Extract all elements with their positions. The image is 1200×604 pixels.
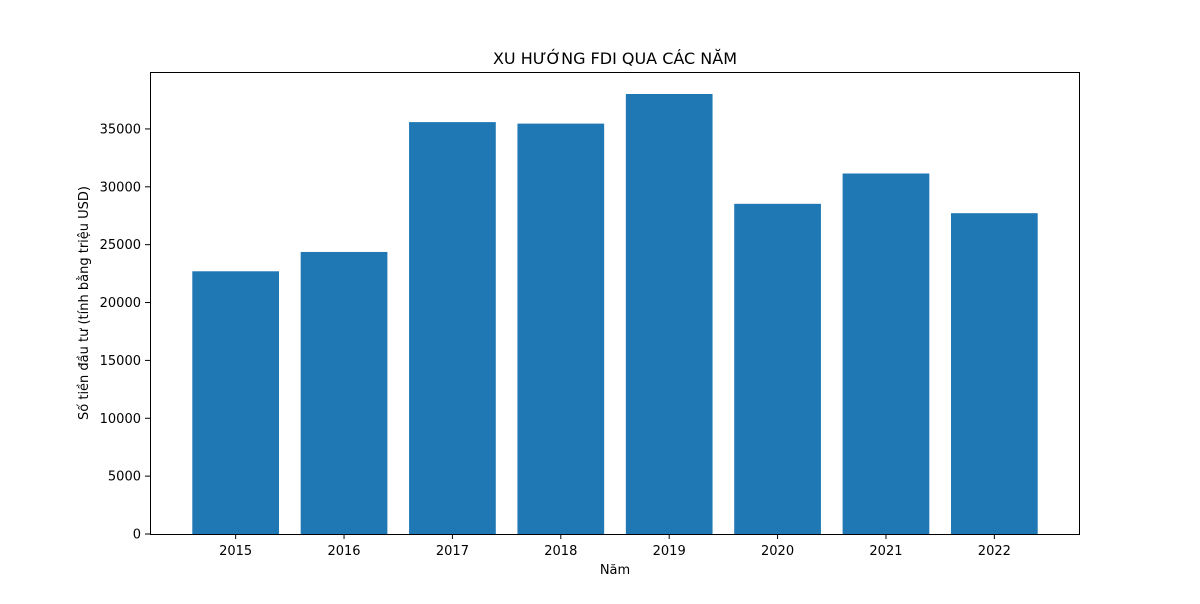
chart-title: XU HƯỚNG FDI QUA CÁC NĂM (493, 49, 737, 68)
y-tick-label: 20000 (100, 296, 141, 311)
y-tick-label: 0 (133, 528, 141, 543)
bar-2021 (842, 173, 930, 534)
x-tick-label: 2021 (869, 544, 902, 559)
y-tick-label: 35000 (100, 122, 141, 137)
x-axis: 2015 2016 2017 2018 2019 2020 2021 2022 (219, 534, 1011, 559)
x-tick-label: 2017 (436, 544, 469, 559)
x-tick-label: 2015 (219, 544, 252, 559)
x-tick-label: 2022 (978, 544, 1011, 559)
x-tick-label: 2020 (761, 544, 794, 559)
bar-2017 (409, 122, 496, 535)
bar-2022 (950, 213, 1038, 534)
bar-2019 (625, 93, 713, 535)
bars-layer (192, 93, 1038, 535)
bar-2020 (734, 203, 821, 534)
bar-2018 (517, 123, 605, 535)
y-tick-label: 5000 (108, 470, 141, 485)
x-tick-label: 2016 (327, 544, 360, 559)
plot-frame (150, 72, 1080, 535)
y-axis-label: Số tiền đầu tư (tính bằng triệu USD) (77, 186, 92, 420)
x-axis-label: Năm (600, 563, 630, 578)
x-tick-label: 2018 (544, 544, 577, 559)
bar-2015 (192, 271, 280, 534)
x-tick-label: 2019 (653, 544, 686, 559)
y-axis: 0 5000 10000 15000 20000 25000 30000 35000 (100, 122, 150, 543)
y-tick-label: 10000 (100, 412, 141, 427)
y-tick-label: 30000 (100, 180, 141, 195)
y-tick-label: 25000 (100, 238, 141, 253)
y-tick-label: 15000 (100, 354, 141, 369)
bar-2016 (300, 251, 388, 534)
